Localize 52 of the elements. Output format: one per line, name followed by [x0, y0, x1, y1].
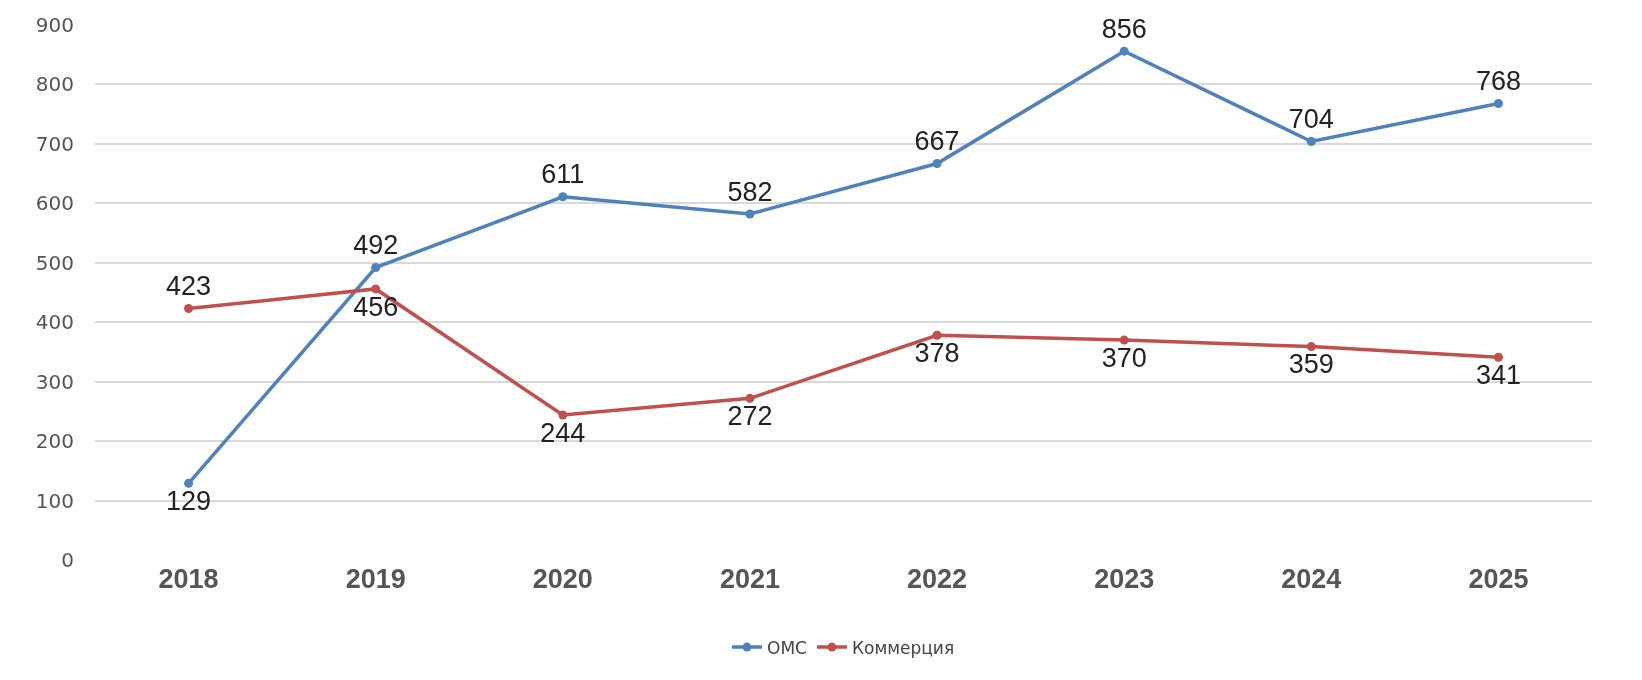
x-tick-label: 2020: [532, 564, 593, 594]
point: [184, 304, 194, 314]
point: [1493, 98, 1503, 108]
point: [1306, 342, 1316, 352]
x-tick-label: 2023: [1094, 564, 1155, 594]
point: [371, 263, 381, 273]
x-tick-label: 2022: [907, 564, 968, 594]
data-label: 370: [1101, 342, 1147, 373]
data-label: 423: [166, 271, 212, 302]
data-label: 611: [541, 159, 585, 190]
x-tick-label: 2019: [345, 564, 406, 594]
data-label: 456: [353, 291, 399, 322]
data-label: 244: [540, 417, 586, 448]
y-tick-label: 100: [35, 488, 74, 513]
data-label: 272: [727, 401, 773, 432]
data-label: 492: [353, 230, 399, 261]
point: [558, 410, 568, 420]
point: [371, 284, 381, 294]
point: [745, 393, 755, 403]
data-label: 704: [1288, 104, 1334, 135]
x-tick-label: 2018: [158, 564, 219, 594]
y-tick-label: 400: [35, 310, 74, 335]
x-tick-label: 2021: [719, 564, 780, 594]
y-tick-label: 0: [61, 548, 74, 572]
x-tick-label: 2024: [1281, 564, 1342, 594]
data-label: 582: [727, 176, 773, 207]
point: [184, 478, 194, 488]
y-tick-label: 700: [35, 131, 74, 156]
data-label: 667: [914, 126, 960, 157]
point: [1119, 46, 1129, 56]
point: [1306, 137, 1316, 147]
point: [745, 209, 755, 219]
data-label: 856: [1101, 13, 1147, 44]
y-tick-label: 800: [35, 72, 74, 97]
data-label: 359: [1288, 349, 1334, 380]
point: [1119, 335, 1129, 345]
y-tick-label: 300: [35, 369, 74, 394]
point: [1493, 352, 1503, 362]
y-tick-label: 500: [35, 250, 74, 275]
point: [932, 159, 942, 169]
y-tick-label: 600: [35, 191, 74, 216]
x-tick-label: 2025: [1468, 564, 1529, 594]
data-label: 129: [166, 486, 212, 517]
data-label: 378: [914, 338, 960, 369]
data-label: 341: [1475, 360, 1521, 391]
legend-label: ОМС: [767, 637, 807, 658]
legend-label: Коммерция: [851, 637, 955, 658]
y-tick-label: 200: [35, 429, 74, 454]
point: [558, 192, 568, 202]
data-label: 768: [1475, 66, 1521, 97]
y-tick-label: 900: [35, 13, 74, 37]
point: [932, 330, 942, 340]
